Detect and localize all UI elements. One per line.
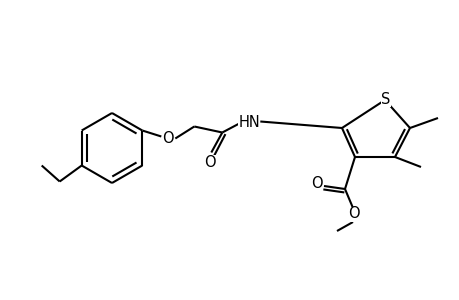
Text: O: O [204,155,216,170]
Text: O: O [162,131,174,146]
Text: O: O [310,176,322,190]
Text: S: S [381,92,390,106]
Text: O: O [347,206,359,221]
Text: HN: HN [238,115,260,130]
